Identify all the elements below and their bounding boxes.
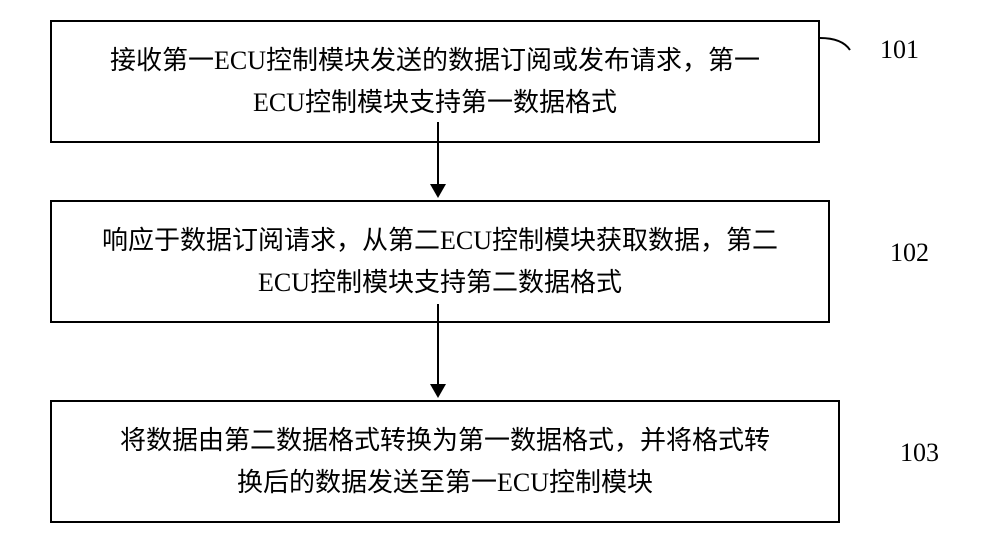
- step-101-label: 101: [880, 35, 919, 65]
- arrow-2: [430, 304, 446, 398]
- step-101-text-line1: 接收第一ECU控制模块发送的数据订阅或发布请求，第一: [76, 40, 794, 82]
- step-102-text-line2: ECU控制模块支持第二数据格式: [76, 262, 804, 304]
- step-101-text-line2: ECU控制模块支持第一数据格式: [76, 82, 794, 124]
- step-101-connector: [820, 30, 880, 60]
- step-101-container: 接收第一ECU控制模块发送的数据订阅或发布请求，第一 ECU控制模块支持第一数据…: [50, 20, 950, 143]
- step-102-text-line1: 响应于数据订阅请求，从第二ECU控制模块获取数据，第二: [76, 220, 804, 262]
- step-103-label: 103: [900, 438, 939, 468]
- step-103-box: 将数据由第二数据格式转换为第一数据格式，并将格式转 换后的数据发送至第一ECU控…: [50, 400, 840, 523]
- step-103-text-line1: 将数据由第二数据格式转换为第一数据格式，并将格式转: [76, 420, 814, 462]
- arrow-2-line: [437, 304, 439, 384]
- arrow-2-head: [430, 384, 446, 398]
- step-103-text-line2: 换后的数据发送至第一ECU控制模块: [76, 462, 814, 504]
- arrow-1: [430, 122, 446, 198]
- step-102-label: 102: [890, 238, 929, 268]
- arrow-1-line: [437, 122, 439, 184]
- step-102-container: 响应于数据订阅请求，从第二ECU控制模块获取数据，第二 ECU控制模块支持第二数…: [50, 200, 950, 323]
- arrow-1-head: [430, 184, 446, 198]
- step-103-container: 将数据由第二数据格式转换为第一数据格式，并将格式转 换后的数据发送至第一ECU控…: [50, 400, 950, 523]
